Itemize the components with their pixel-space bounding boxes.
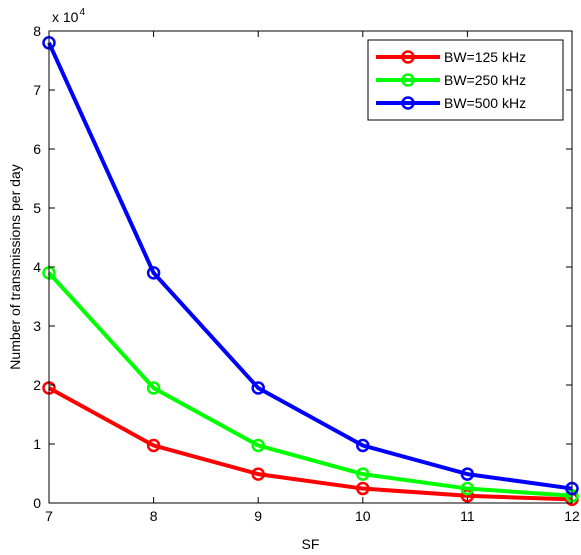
x-tick-label: 7 — [45, 508, 53, 524]
legend-swatch-marker — [401, 50, 415, 64]
legend-swatch-marker — [401, 96, 415, 110]
x-axis-label: SF — [302, 536, 320, 552]
data-point — [146, 266, 161, 280]
y-axis-multiplier-base: x 10 — [52, 9, 79, 25]
data-point — [356, 481, 370, 496]
legend-label: BW=500 kHz — [444, 95, 526, 111]
y-tick-label: 8 — [33, 23, 41, 39]
series-line-0 — [48, 386, 573, 502]
legend-label: BW=125 kHz — [444, 49, 526, 65]
data-point — [460, 481, 475, 496]
y-tick-label: 4 — [33, 259, 41, 275]
x-tick-label: 8 — [150, 508, 158, 524]
y-tick-label: 7 — [33, 82, 41, 98]
y-tick-label: 1 — [33, 436, 41, 452]
y-tick-label: 5 — [33, 200, 41, 216]
data-point — [146, 438, 161, 453]
y-tick-label: 6 — [33, 141, 41, 157]
x-axis-ticks: 7 8 9 10 11 12 — [45, 31, 580, 524]
x-tick-label: 10 — [355, 508, 371, 524]
series-line-1 — [47, 271, 573, 498]
legend: BW=125 kHz BW=250 kHz BW=500 kHz — [367, 39, 564, 121]
y-tick-label: 0 — [33, 495, 41, 511]
data-point — [251, 381, 265, 395]
y-tick-label: 2 — [33, 377, 41, 393]
data-point — [251, 438, 265, 453]
data-point — [356, 467, 370, 481]
legend-label: BW=250 kHz — [444, 72, 526, 88]
data-point — [251, 467, 265, 481]
y-axis-multiplier: x 104 — [52, 7, 85, 25]
data-point — [146, 381, 161, 395]
y-axis-label: Number of transmissions per day — [7, 164, 23, 369]
x-tick-label: 12 — [564, 508, 580, 524]
x-tick-label: 9 — [254, 508, 262, 524]
y-axis-multiplier-exponent: 4 — [79, 7, 85, 18]
data-point — [356, 438, 370, 453]
series-line-2 — [47, 41, 573, 491]
y-axis-ticks: 0 1 2 3 4 5 6 7 8 — [33, 23, 572, 511]
x-tick-label: 11 — [460, 508, 475, 524]
y-tick-label: 3 — [33, 318, 41, 334]
legend-swatch-marker — [401, 73, 415, 87]
data-point — [460, 467, 475, 481]
